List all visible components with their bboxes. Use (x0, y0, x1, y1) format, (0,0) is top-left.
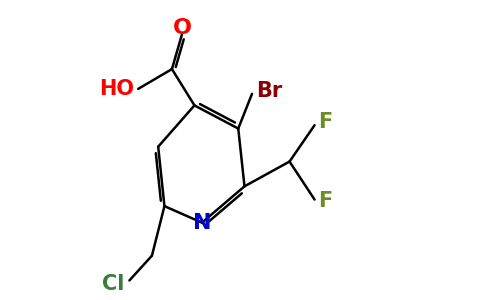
Text: Cl: Cl (102, 274, 124, 294)
Text: F: F (318, 112, 333, 132)
Text: HO: HO (99, 79, 135, 99)
Text: N: N (193, 213, 211, 233)
Text: O: O (172, 19, 192, 38)
Text: F: F (318, 191, 333, 211)
Text: Br: Br (256, 81, 282, 100)
